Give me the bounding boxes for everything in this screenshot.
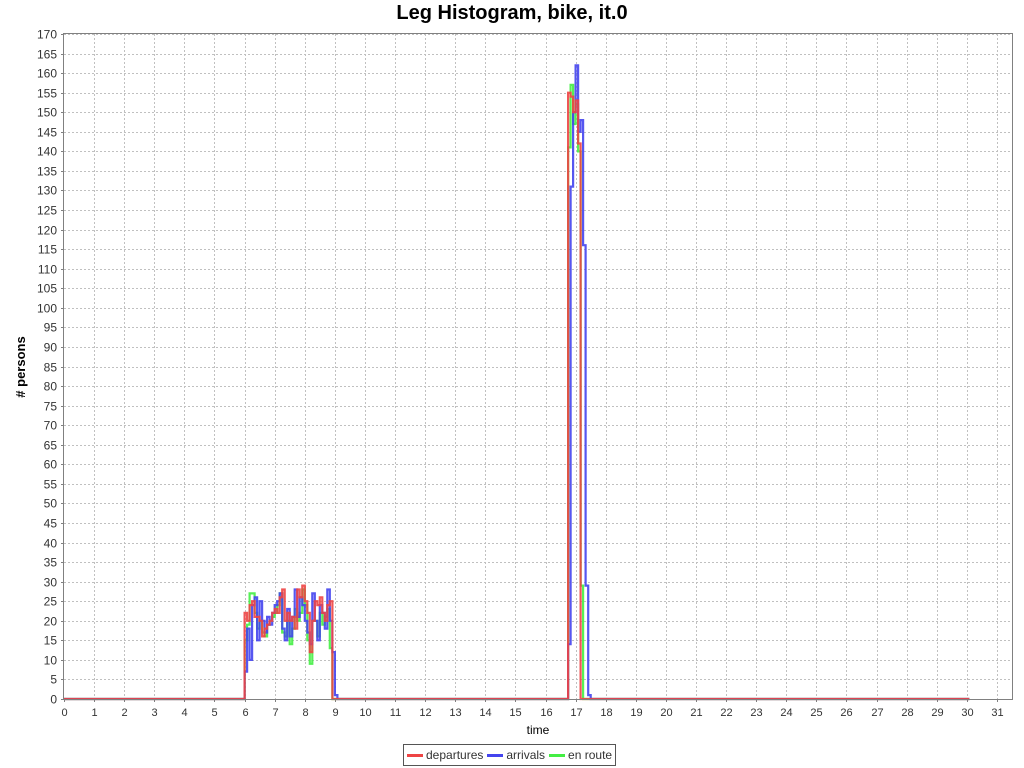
- y-tick-label: 30: [44, 576, 58, 590]
- y-tick-label: 110: [38, 263, 57, 277]
- y-tick-label: 65: [44, 439, 58, 453]
- x-tick-label: 18: [600, 707, 612, 719]
- y-tick-label: 140: [37, 145, 57, 159]
- y-tick-label: 165: [37, 48, 57, 62]
- legend-label-en-route: en route: [568, 748, 613, 762]
- y-tick-label: 75: [44, 400, 58, 414]
- y-tick-label: 100: [37, 302, 57, 316]
- x-tick-label: 2: [121, 707, 127, 719]
- x-tick-label: 28: [901, 707, 913, 719]
- y-tick-label: 5: [50, 673, 57, 687]
- x-tick-label: 1: [91, 707, 97, 719]
- x-tick-label: 0: [61, 707, 67, 719]
- y-tick-label: 160: [37, 67, 57, 81]
- y-axis-ticks: 0 5 10 15 20 25 30 35 40 45 50 55 60 65 70 75 80 85 90 95 10…: [37, 28, 64, 707]
- y-tick-label: 95: [44, 321, 58, 335]
- x-tick-label: 19: [630, 707, 642, 719]
- legend-swatch-en-route: [549, 753, 566, 757]
- x-axis-ticks: 0 1 2 3 4 5 6 7 8 9 10 11 12 13 14 15 16 17 18 19 20 21 22 23 24…: [61, 699, 1004, 719]
- x-tick-label: 21: [690, 707, 702, 719]
- series-line-arrivals: [64, 64, 970, 701]
- x-tick-label: 3: [151, 707, 157, 719]
- y-tick-label: 0: [50, 693, 57, 707]
- y-tick-label: 40: [44, 537, 58, 551]
- grid: [64, 34, 1012, 699]
- x-tick-label: 23: [750, 707, 762, 719]
- y-axis-label: # persons: [13, 336, 28, 397]
- y-tick-label: 35: [44, 556, 58, 570]
- legend-label-arrivals: arrivals: [506, 748, 546, 762]
- y-tick-label: 120: [37, 224, 57, 238]
- x-tick-label: 29: [931, 707, 943, 719]
- x-tick-label: 25: [810, 707, 822, 719]
- x-tick-label: 17: [570, 707, 582, 719]
- x-tick-label: 24: [780, 707, 792, 719]
- y-tick-label: 130: [37, 184, 57, 198]
- y-tick-label: 85: [44, 361, 58, 375]
- y-tick-label: 45: [44, 517, 58, 531]
- y-tick-label: 155: [37, 87, 57, 101]
- series-lines: [64, 64, 970, 701]
- y-tick-label: 70: [44, 419, 58, 433]
- legend-item-arrivals: arrivals: [487, 748, 545, 762]
- x-tick-label: 16: [540, 707, 552, 719]
- plot-area-border: [63, 33, 1013, 700]
- y-tick-label: 90: [44, 341, 58, 355]
- x-tick-label: 27: [871, 707, 883, 719]
- x-tick-label: 6: [242, 707, 248, 719]
- legend: departures arrivals en route: [403, 744, 617, 766]
- x-tick-label: 14: [479, 707, 491, 719]
- legend-item-en-route: en route: [549, 748, 612, 762]
- x-tick-label: 13: [449, 707, 461, 719]
- legend-label-departures: departures: [426, 748, 484, 762]
- x-tick-label: 31: [991, 707, 1003, 719]
- series-line-en-route: [64, 83, 970, 701]
- y-tick-label: 105: [37, 282, 57, 296]
- legend-swatch-departures: [407, 753, 423, 757]
- x-tick-label: 8: [302, 707, 308, 719]
- x-tick-label: 5: [211, 707, 217, 719]
- y-tick-label: 145: [37, 126, 57, 140]
- chart-title: Leg Histogram, bike, it.0: [396, 2, 627, 24]
- x-tick-label: 10: [359, 707, 371, 719]
- y-tick-label: 125: [37, 204, 57, 218]
- y-tick-label: 170: [37, 28, 57, 42]
- y-tick-label: 10: [44, 654, 58, 668]
- x-tick-label: 7: [272, 707, 278, 719]
- y-tick-label: 115: [38, 243, 57, 257]
- y-tick-label: 60: [44, 458, 58, 472]
- x-tick-label: 26: [840, 707, 852, 719]
- x-axis-label: time: [527, 723, 550, 737]
- y-tick-label: 20: [44, 615, 58, 629]
- x-tick-label: 22: [720, 707, 732, 719]
- x-tick-label: 11: [390, 707, 401, 719]
- x-tick-label: 4: [181, 707, 187, 719]
- x-tick-label: 9: [332, 707, 338, 719]
- x-tick-label: 12: [419, 707, 431, 719]
- y-tick-label: 50: [44, 497, 58, 511]
- x-tick-label: 15: [509, 707, 521, 719]
- series-line-departures: [64, 91, 970, 701]
- y-tick-label: 55: [44, 478, 58, 492]
- legend-item-departures: departures: [407, 748, 483, 762]
- legend-swatch-arrivals: [487, 753, 504, 757]
- x-tick-label: 30: [961, 707, 973, 719]
- y-tick-label: 25: [44, 595, 58, 609]
- y-tick-label: 135: [37, 165, 57, 179]
- y-tick-label: 150: [37, 106, 57, 120]
- y-tick-label: 80: [44, 380, 58, 394]
- x-tick-label: 20: [660, 707, 672, 719]
- y-tick-label: 15: [44, 634, 58, 648]
